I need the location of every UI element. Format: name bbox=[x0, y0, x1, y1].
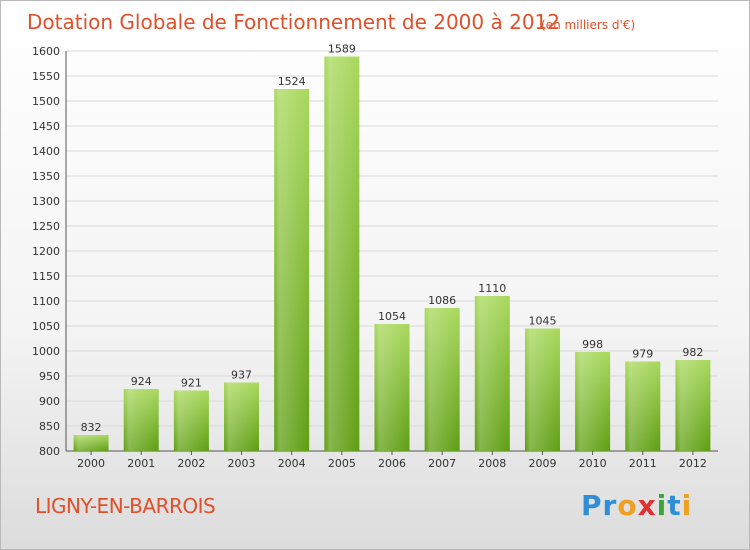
logo-letter: i bbox=[681, 489, 693, 522]
x-tick-label: 2008 bbox=[478, 457, 506, 470]
y-tick-label: 900 bbox=[39, 395, 60, 408]
x-tick-label: 2006 bbox=[378, 457, 406, 470]
bar-highlight bbox=[524, 328, 560, 451]
logo-letter: x bbox=[637, 489, 657, 522]
x-tick-label: 2011 bbox=[629, 457, 657, 470]
x-tick-label: 2001 bbox=[127, 457, 155, 470]
bar-highlight bbox=[173, 390, 209, 451]
y-tick-label: 1250 bbox=[32, 220, 60, 233]
y-tick-label: 1150 bbox=[32, 270, 60, 283]
place-name: LIGNY-EN-BARROIS bbox=[35, 494, 216, 518]
bar-highlight bbox=[73, 435, 109, 451]
bar-highlight bbox=[224, 382, 260, 451]
y-tick-label: 1100 bbox=[32, 295, 60, 308]
y-tick-label: 1300 bbox=[32, 195, 60, 208]
y-tick-label: 1200 bbox=[32, 245, 60, 258]
bar-value-label: 979 bbox=[632, 348, 653, 361]
bars bbox=[73, 56, 711, 451]
logo-letter: t bbox=[667, 489, 682, 522]
bar-value-label: 1589 bbox=[328, 43, 356, 56]
y-tick-label: 950 bbox=[39, 370, 60, 383]
bar-highlight bbox=[675, 360, 711, 451]
x-tick-label: 2010 bbox=[579, 457, 607, 470]
labels: 800 850 900 950 1000 1050 1100 1150 1200 1250 1300… bbox=[32, 43, 707, 471]
bar-highlight bbox=[424, 308, 460, 451]
y-tick-label: 1600 bbox=[32, 45, 60, 58]
chart-title: Dotation Globale de Fonctionnement de 20… bbox=[27, 10, 560, 34]
x-tick-label: 2004 bbox=[278, 457, 306, 470]
bar-highlight bbox=[274, 89, 310, 451]
bar-highlight bbox=[625, 361, 661, 451]
x-tick-label: 2012 bbox=[679, 457, 707, 470]
x-tick-label: 2005 bbox=[328, 457, 356, 470]
x-tick-label: 2009 bbox=[528, 457, 556, 470]
x-tick-label: 2007 bbox=[428, 457, 456, 470]
bar-value-label: 1086 bbox=[428, 294, 456, 307]
y-tick-label: 1400 bbox=[32, 145, 60, 158]
y-tick-label: 1050 bbox=[32, 320, 60, 333]
y-tick-label: 850 bbox=[39, 420, 60, 433]
bar-highlight bbox=[123, 389, 159, 451]
bar-value-label: 1110 bbox=[478, 282, 506, 295]
bar-value-label: 1524 bbox=[278, 75, 306, 88]
x-tick-label: 2000 bbox=[77, 457, 105, 470]
x-tick-label: 2002 bbox=[177, 457, 205, 470]
bar-value-label: 832 bbox=[81, 421, 102, 434]
bar-highlight bbox=[374, 324, 410, 451]
bar-value-label: 998 bbox=[582, 338, 603, 351]
bar-value-label: 937 bbox=[231, 369, 252, 382]
y-tick-label: 1550 bbox=[32, 70, 60, 83]
logo-letter: r bbox=[602, 489, 618, 522]
bar-value-label: 1045 bbox=[528, 315, 556, 328]
bar-value-label: 1054 bbox=[378, 310, 406, 323]
logo-letter: P bbox=[581, 489, 603, 522]
y-tick-label: 1000 bbox=[32, 345, 60, 358]
logo-letter: o bbox=[617, 489, 638, 522]
bar-value-label: 921 bbox=[181, 377, 202, 390]
bar-value-label: 924 bbox=[131, 375, 152, 388]
chart-unit-note: (en milliers d'€) bbox=[541, 18, 635, 32]
proxiti-logo[interactable]: Proxiti bbox=[581, 489, 692, 522]
y-tick-label: 1500 bbox=[32, 95, 60, 108]
bar-value-label: 982 bbox=[682, 346, 703, 359]
bar-highlight bbox=[575, 352, 611, 451]
y-tick-label: 1450 bbox=[32, 120, 60, 133]
logo-letter: i bbox=[656, 489, 668, 522]
y-tick-label: 1350 bbox=[32, 170, 60, 183]
bar-highlight bbox=[324, 56, 360, 451]
bar-highlight bbox=[474, 296, 510, 451]
y-tick-label: 800 bbox=[39, 445, 60, 458]
x-tick-label: 2003 bbox=[228, 457, 256, 470]
